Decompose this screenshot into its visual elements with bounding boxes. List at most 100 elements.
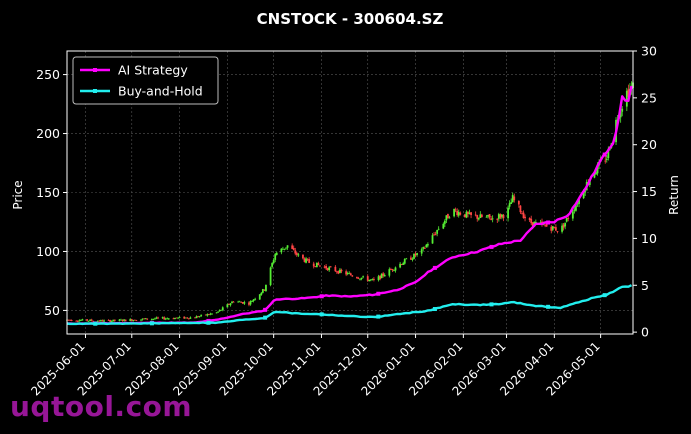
candle-body [269, 267, 272, 286]
y-left-tick-label: 150 [36, 185, 60, 200]
candle-body [567, 218, 570, 219]
candle-body [87, 320, 90, 322]
candle-body [152, 318, 155, 320]
candle-body [362, 276, 365, 278]
candle-body [607, 148, 610, 159]
candle-body [207, 314, 210, 316]
candle-body [67, 319, 70, 321]
candle-body [414, 253, 417, 256]
candle-body [431, 235, 434, 244]
candle-body [150, 319, 153, 320]
candle-body [619, 111, 622, 118]
candle-body [433, 234, 435, 236]
candle-body [497, 214, 500, 219]
candle-body [454, 209, 457, 211]
candle-body [507, 207, 509, 219]
candle-body [339, 269, 341, 273]
candle-body [379, 275, 381, 279]
candle-body [524, 216, 526, 219]
candle-body [315, 262, 318, 268]
candle-body [109, 320, 112, 322]
candle-body [621, 108, 624, 112]
candle-body [447, 214, 449, 219]
candle-body [317, 263, 320, 266]
candle-body [501, 214, 503, 217]
candle-body [437, 228, 440, 230]
candle-body [337, 271, 340, 274]
candle-body [292, 247, 295, 250]
right-axis-label: Return [667, 175, 681, 215]
candle-body [154, 318, 156, 320]
candle-body [369, 279, 372, 281]
candle-body [360, 277, 363, 280]
candle-body [453, 208, 456, 217]
candle-body [380, 273, 383, 279]
candle-body [75, 320, 78, 322]
candle-body [499, 214, 502, 218]
candle-body [530, 218, 533, 224]
y-left-tick-label: 200 [36, 126, 60, 141]
candle-body [285, 247, 287, 249]
candle-body [349, 273, 352, 276]
candle-body [237, 301, 240, 303]
candle-body [263, 289, 266, 291]
candle-body [403, 259, 406, 264]
candle-body [448, 217, 451, 219]
candle-body [141, 318, 144, 320]
series-marker [489, 302, 494, 307]
candle-body [436, 230, 439, 234]
series-marker [376, 291, 381, 296]
candle-body [118, 319, 121, 321]
candle-body [275, 252, 278, 255]
candle-body [625, 90, 628, 107]
candle-body [164, 318, 167, 320]
candle-body [474, 214, 477, 216]
candle-body [251, 301, 253, 302]
candle-body [457, 212, 460, 216]
candle-body [534, 221, 537, 223]
series-marker [546, 304, 551, 309]
candle-body [562, 224, 565, 228]
candle-body [303, 258, 306, 262]
candle-body [456, 210, 459, 215]
candle-body [596, 164, 599, 174]
candle-body [348, 273, 351, 275]
candle-body [394, 267, 397, 271]
candle-body [319, 265, 321, 267]
candle-body [399, 263, 402, 268]
series-marker [376, 314, 381, 319]
candle-body [135, 320, 138, 322]
candle-body [198, 316, 201, 318]
candle-body [584, 190, 587, 193]
y-left-tick-label: 100 [36, 244, 60, 259]
candle-body [195, 316, 198, 319]
candle-body [140, 319, 142, 321]
watermark: uqtool.com [10, 390, 193, 423]
candle-body [132, 320, 135, 322]
candle-body [197, 316, 199, 318]
candle-body [260, 292, 263, 295]
candle-body [130, 319, 133, 321]
candle-body [578, 198, 580, 204]
candle-body [366, 276, 369, 281]
candle-body [544, 224, 546, 226]
candle-body [463, 214, 466, 217]
candle-body [368, 279, 371, 282]
candle-body [107, 320, 110, 321]
candle-body [76, 321, 79, 322]
candle-body [411, 258, 414, 260]
candle-body [265, 284, 267, 292]
candle-body [221, 307, 224, 310]
candle-body [248, 302, 250, 305]
candle-body [204, 314, 207, 316]
y-right-tick-label: 20 [641, 137, 657, 152]
candle-body [550, 226, 553, 231]
candle-body [189, 317, 192, 319]
candle-body [528, 218, 531, 221]
candle-body [382, 273, 385, 276]
candle-body [377, 276, 380, 281]
candle-body [231, 301, 233, 304]
candle-body [465, 211, 468, 218]
candle-body [308, 259, 311, 263]
